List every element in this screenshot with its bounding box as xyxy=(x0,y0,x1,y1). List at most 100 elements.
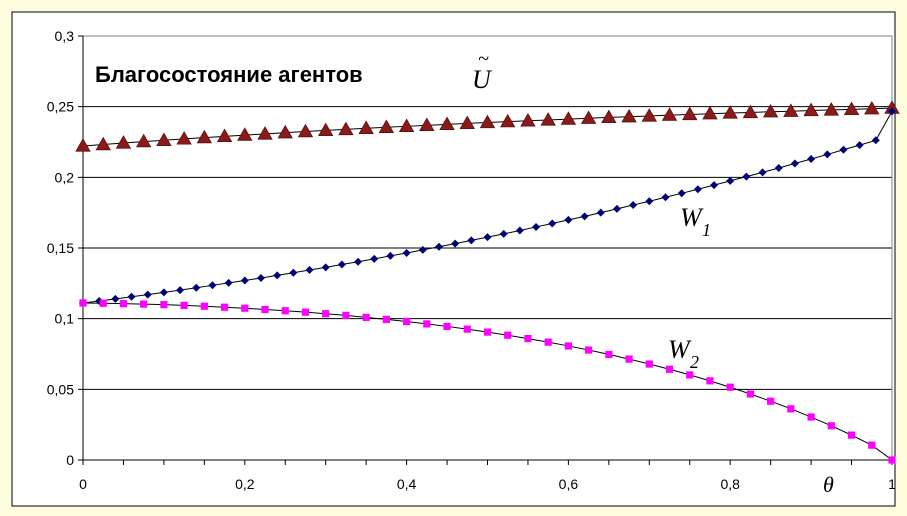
data-point xyxy=(520,112,536,127)
data-point xyxy=(499,229,508,238)
data-point xyxy=(742,104,759,119)
data-point xyxy=(261,305,269,314)
series-label-u-base: U xyxy=(472,65,493,94)
data-point xyxy=(159,288,168,297)
x-tick-label: 1 xyxy=(888,476,896,492)
data-point xyxy=(596,208,605,217)
data-point xyxy=(354,257,363,266)
data-point xyxy=(386,251,395,260)
series-2 xyxy=(79,299,896,464)
data-point xyxy=(661,107,678,121)
data-point xyxy=(297,123,314,138)
data-point xyxy=(677,189,686,198)
data-point xyxy=(807,154,816,163)
data-point xyxy=(661,193,670,202)
y-tick-label: 0 xyxy=(66,452,74,468)
data-point xyxy=(321,263,330,272)
data-point xyxy=(823,102,840,116)
data-point xyxy=(843,101,860,116)
data-point xyxy=(888,107,896,116)
data-point xyxy=(855,141,864,150)
data-point xyxy=(790,159,799,168)
data-point xyxy=(665,365,674,373)
series-label-w1-sub: 1 xyxy=(702,220,711,240)
data-point xyxy=(362,313,370,321)
data-point xyxy=(479,114,496,129)
data-point xyxy=(629,201,638,210)
data-point xyxy=(803,102,819,117)
data-point xyxy=(257,126,273,140)
data-point xyxy=(115,135,132,149)
data-point xyxy=(463,325,471,333)
data-point xyxy=(868,441,876,449)
data-point xyxy=(208,281,217,290)
data-point xyxy=(500,113,516,128)
data-point xyxy=(99,299,107,307)
data-point xyxy=(612,204,621,213)
data-point xyxy=(370,254,379,263)
data-point xyxy=(301,308,310,316)
data-point xyxy=(160,301,168,309)
data-point xyxy=(564,342,572,350)
data-point xyxy=(240,276,249,285)
data-point xyxy=(540,112,556,126)
data-point xyxy=(439,116,455,130)
series-label-u-accent: ~ xyxy=(478,48,489,70)
data-point xyxy=(706,377,714,385)
data-point xyxy=(140,300,148,308)
data-point xyxy=(787,405,795,413)
y-tick-label: 0,2 xyxy=(55,169,75,185)
data-point xyxy=(645,197,654,206)
data-point xyxy=(564,215,573,224)
data-point xyxy=(322,310,330,318)
data-point xyxy=(847,431,856,439)
data-point xyxy=(726,383,734,391)
data-point xyxy=(682,106,698,121)
data-point xyxy=(641,108,657,122)
data-point xyxy=(156,132,172,146)
data-point xyxy=(783,103,799,117)
series-label-w2-base: W xyxy=(668,335,692,364)
data-point xyxy=(871,136,880,145)
data-point xyxy=(419,117,435,131)
data-point xyxy=(758,168,767,177)
data-point xyxy=(532,222,541,231)
data-point xyxy=(621,108,637,123)
axes: 0 0,05 0,1 0,15 0,2 0,25 0,3 0 0,2 0,4 0,6 0,8 1 xyxy=(47,28,896,492)
gridlines xyxy=(83,106,892,390)
data-point xyxy=(560,111,577,125)
data-point xyxy=(762,103,779,118)
data-point xyxy=(224,278,233,287)
data-point xyxy=(686,371,694,379)
data-point xyxy=(305,266,314,275)
data-point xyxy=(196,129,213,144)
data-point xyxy=(767,397,775,405)
data-point xyxy=(544,338,552,346)
data-point xyxy=(382,315,390,323)
chart-title: Благосостояние агентов xyxy=(95,62,363,87)
data-point xyxy=(423,320,431,328)
data-point xyxy=(467,236,476,245)
data-point xyxy=(548,219,557,228)
data-point xyxy=(710,181,719,190)
data-point xyxy=(378,119,395,133)
data-point xyxy=(580,110,597,124)
y-tick-label: 0,15 xyxy=(47,240,74,256)
data-point xyxy=(111,294,120,303)
data-point xyxy=(127,292,136,301)
data-point xyxy=(241,304,249,312)
data-point xyxy=(625,355,633,363)
x-tick-label: 0,6 xyxy=(559,476,579,492)
data-point xyxy=(443,322,451,331)
data-point xyxy=(515,226,524,235)
data-point xyxy=(143,290,152,299)
x-tick-label: 0,8 xyxy=(720,476,740,492)
data-point xyxy=(504,331,512,339)
data-point xyxy=(483,328,492,336)
y-tick-label: 0,05 xyxy=(47,381,74,397)
y-tick-label: 0,25 xyxy=(47,99,74,115)
data-point xyxy=(864,100,880,115)
data-point xyxy=(358,120,374,134)
data-point xyxy=(75,138,91,152)
